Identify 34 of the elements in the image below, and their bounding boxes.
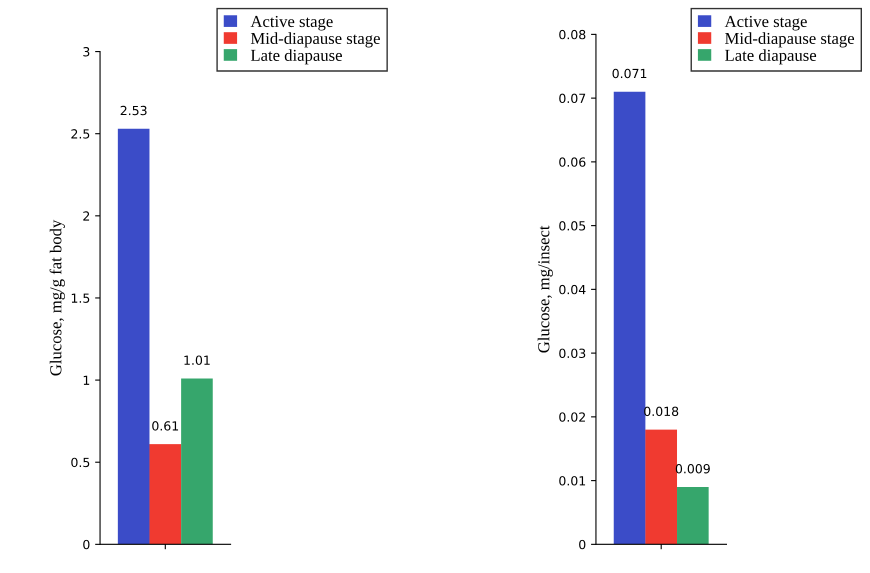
bar bbox=[149, 444, 182, 544]
bar bbox=[614, 92, 646, 544]
legend-label: Late diapause bbox=[250, 49, 342, 64]
y-tick-label: 0.07 bbox=[559, 94, 586, 104]
bar bbox=[118, 128, 150, 544]
data-label: 0.071 bbox=[612, 68, 646, 78]
bar bbox=[677, 486, 709, 544]
y-tick-label: 0.05 bbox=[559, 221, 586, 231]
y-tick-label: 0 bbox=[83, 540, 90, 550]
y-tick-label: 0.04 bbox=[559, 284, 586, 294]
y-tick-label: 0.06 bbox=[559, 157, 586, 167]
y-tick-label: 2.5 bbox=[71, 129, 90, 139]
y-tick-label: 0.5 bbox=[71, 458, 90, 468]
y-tick-label: 0.03 bbox=[559, 348, 586, 358]
y-tick-label: 0.02 bbox=[559, 412, 585, 422]
y-tick-label: 0.01 bbox=[559, 476, 586, 486]
legend-label: Mid-diapause stage bbox=[725, 32, 854, 48]
legend-label: Active stage bbox=[250, 16, 333, 31]
y-tick-label: 1.5 bbox=[72, 294, 90, 303]
bar bbox=[645, 430, 678, 544]
y-tick-label: 1 bbox=[84, 376, 90, 385]
legend-label: Mid-diapause stage bbox=[250, 32, 380, 48]
legend-label: Active stage bbox=[724, 16, 807, 31]
y-tick-label: 2 bbox=[83, 211, 90, 221]
legend-label: Late diapause bbox=[725, 49, 816, 64]
data-label: 1.01 bbox=[184, 355, 210, 365]
y-tick-label: 0.08 bbox=[559, 30, 586, 40]
y-axis-title: Glucose, mg/g fat body bbox=[50, 220, 65, 376]
bar bbox=[181, 378, 213, 544]
y-tick-label: 3 bbox=[83, 47, 90, 56]
y-axis-title: Glucose, mg/insect bbox=[538, 226, 553, 353]
y-tick-label: 0 bbox=[579, 540, 586, 550]
data-label: 2.53 bbox=[120, 106, 147, 116]
data-label: 0.61 bbox=[152, 421, 178, 431]
